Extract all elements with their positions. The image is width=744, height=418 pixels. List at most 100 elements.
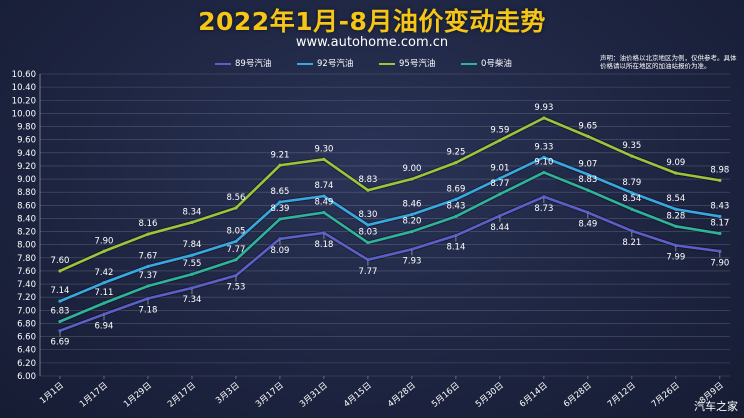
data-label: 8.74	[314, 181, 333, 191]
y-tick-label: 9.80	[17, 123, 36, 133]
y-tick-label: 8.40	[17, 214, 36, 224]
data-label: 8.16	[139, 219, 158, 229]
data-label: 7.60	[51, 256, 70, 266]
data-point	[718, 214, 722, 219]
series-line-s95	[59, 116, 721, 273]
data-label: 6.83	[51, 307, 70, 317]
x-tick-label: 6月28日	[562, 381, 594, 410]
data-point	[718, 231, 722, 236]
data-label: 9.33	[534, 142, 553, 152]
data-label: 8.49	[314, 198, 333, 208]
data-point	[146, 284, 150, 288]
data-label: 8.14	[446, 243, 465, 253]
data-point	[190, 253, 194, 257]
legend-item-0: 0号柴油	[461, 57, 512, 69]
data-point	[674, 207, 678, 211]
data-label: 8.83	[358, 175, 377, 185]
data-point	[102, 281, 106, 285]
data-point	[366, 188, 370, 192]
data-label: 9.25	[446, 148, 465, 158]
series-shadow	[59, 170, 721, 324]
data-label: 9.10	[534, 157, 553, 167]
data-label: 7.77	[226, 245, 245, 255]
data-point	[674, 224, 678, 228]
data-label: 8.56	[226, 193, 245, 203]
data-label: 8.21	[622, 238, 641, 248]
data-point	[234, 273, 238, 278]
data-point	[498, 176, 502, 180]
data-point	[454, 197, 458, 201]
data-point	[542, 195, 546, 199]
data-point	[542, 155, 546, 159]
data-label: 7.99	[666, 252, 685, 262]
data-point	[322, 210, 326, 215]
data-label: 8.54	[666, 194, 685, 204]
data-label: 8.49	[578, 220, 597, 230]
data-point	[718, 178, 722, 182]
data-point	[498, 138, 502, 142]
legend-label-0: 0号柴油	[481, 59, 512, 69]
y-tick-label: 9.00	[17, 175, 36, 185]
series-line-s0	[59, 171, 721, 323]
x-tick-label: 5月30日	[474, 381, 506, 410]
y-tick-label: 8.60	[17, 201, 36, 211]
data-point	[278, 200, 282, 204]
data-label: 7.18	[139, 306, 158, 316]
y-tick-label: 10.40	[12, 83, 36, 93]
data-label: 8.39	[270, 204, 289, 214]
legend-item-92: 92号汽油	[297, 57, 353, 69]
data-point	[630, 191, 634, 195]
x-axis: 1月1日 1月17日 1月29日 2月17日 3月3日 3月17日 3月31日 4月15日 4月…	[38, 376, 726, 410]
data-label: 8.44	[490, 223, 509, 233]
data-label: 9.09	[666, 158, 685, 168]
x-tick-label: 1月17日	[78, 381, 110, 410]
data-label: 7.53	[226, 283, 245, 293]
data-point	[630, 207, 634, 211]
data-label: 8.20	[402, 217, 421, 227]
data-point	[366, 223, 370, 227]
data-label: 7.37	[139, 271, 158, 281]
data-label: 6.69	[51, 338, 70, 348]
x-tick-label: 1月29日	[122, 381, 154, 410]
data-label: 7.42	[95, 268, 114, 278]
x-tick-label: 7月26日	[650, 381, 682, 410]
y-tick-label: 8.00	[17, 241, 36, 251]
data-point	[58, 319, 62, 324]
y-tick-label: 7.80	[17, 254, 36, 264]
data-label: 9.00	[402, 164, 421, 174]
data-point	[278, 163, 282, 167]
legend-item-89: 89号汽油	[215, 57, 271, 69]
y-tick-label: 7.20	[17, 293, 36, 303]
data-label: 9.07	[578, 159, 597, 169]
data-point	[322, 231, 326, 235]
x-tick-label: 6月14日	[518, 381, 550, 410]
x-tick-label: 3月17日	[254, 381, 286, 410]
x-tick-label: 4月15日	[342, 381, 374, 410]
y-axis: 6.00 6.20 6.40 6.60 6.80 7.00 7.20 7.40 7.60 7.80…	[12, 70, 41, 382]
data-point	[542, 116, 546, 120]
legend-item-95: 95号汽油	[379, 57, 435, 69]
data-point	[454, 233, 458, 238]
watermark: 汽车之家	[694, 400, 738, 413]
data-label: 7.55	[183, 259, 202, 269]
y-tick-label: 6.00	[17, 372, 36, 382]
x-tick-label: 1月1日	[38, 381, 66, 407]
legend-label-89: 89号汽油	[235, 59, 272, 69]
data-point	[278, 217, 282, 221]
data-point	[586, 188, 590, 192]
y-tick-label: 10.20	[12, 96, 36, 106]
data-point	[146, 264, 150, 268]
data-label: 8.28	[666, 211, 685, 221]
data-label: 7.90	[95, 236, 114, 246]
data-point	[322, 157, 326, 161]
data-point	[190, 220, 194, 224]
data-point	[542, 170, 546, 175]
y-tick-label: 8.20	[17, 228, 36, 238]
data-labels: 6.69 6.94 7.18 7.34 7.53 8.09 8.18 7.77 7.93 8.14…	[51, 103, 730, 348]
data-label: 8.46	[402, 199, 421, 209]
y-tick-label: 6.80	[17, 319, 36, 329]
data-label: 7.67	[139, 251, 158, 261]
data-point	[586, 172, 590, 177]
data-label: 9.65	[578, 121, 597, 131]
data-label: 6.94	[95, 321, 114, 331]
